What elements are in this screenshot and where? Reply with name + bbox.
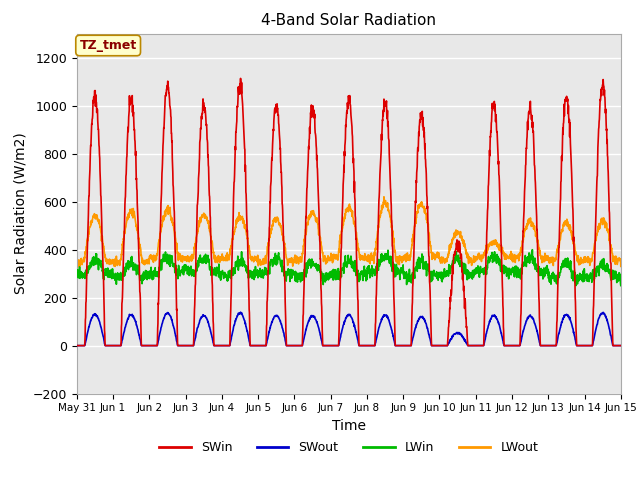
LWout [617, 264, 625, 269]
Title: 4-Band Solar Radiation: 4-Band Solar Radiation [261, 13, 436, 28]
SWin [617, 343, 625, 348]
LWout [376, 213, 384, 219]
SWout [569, 326, 577, 332]
SWout [507, 343, 515, 348]
LWout [73, 262, 81, 268]
SWout [376, 320, 384, 325]
SWout [237, 309, 244, 315]
SWout [365, 343, 372, 348]
SWin [365, 343, 372, 348]
Line: SWout: SWout [77, 312, 621, 346]
SWout [225, 343, 232, 348]
LWin [376, 257, 384, 263]
LWin [225, 268, 232, 274]
SWin [225, 343, 232, 348]
Text: TZ_tmet: TZ_tmet [79, 39, 137, 52]
LWout [365, 255, 372, 261]
LWin [584, 274, 592, 279]
SWin [507, 343, 515, 348]
SWin [376, 160, 384, 166]
SWout [617, 343, 625, 348]
LWout [584, 254, 592, 260]
LWout [380, 194, 388, 200]
LWout [570, 238, 577, 244]
Line: SWin: SWin [77, 78, 621, 346]
LWin [365, 269, 372, 275]
LWout [508, 256, 515, 262]
SWin [73, 343, 81, 348]
Line: LWout: LWout [77, 197, 621, 266]
LWin [529, 247, 536, 252]
LWout [75, 264, 83, 269]
LWout [225, 252, 232, 258]
SWin [584, 343, 592, 348]
SWout [73, 343, 81, 348]
SWin [237, 75, 244, 81]
LWin [73, 267, 81, 273]
SWin [569, 207, 577, 213]
LWin [569, 269, 577, 275]
LWin [572, 283, 580, 288]
LWin [507, 271, 515, 277]
X-axis label: Time: Time [332, 419, 366, 433]
Y-axis label: Solar Radiation (W/m2): Solar Radiation (W/m2) [13, 133, 27, 294]
SWout [584, 343, 592, 348]
Line: LWin: LWin [77, 250, 621, 286]
LWin [617, 283, 625, 288]
Legend: SWin, SWout, LWin, LWout: SWin, SWout, LWin, LWout [154, 436, 543, 459]
